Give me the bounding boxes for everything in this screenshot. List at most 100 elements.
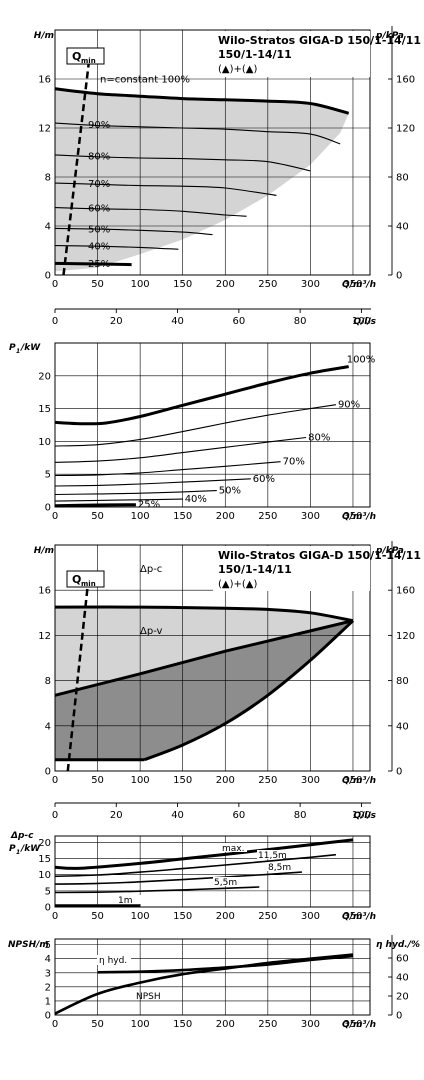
y-tick-label: 8 — [45, 676, 51, 687]
right-tick-label: 0 — [396, 767, 402, 778]
right-tick-label: 120 — [396, 631, 415, 642]
series-label: 70% — [88, 179, 110, 190]
title-box — [213, 31, 370, 77]
series-label-bg — [213, 877, 239, 886]
series-label: 80% — [88, 151, 110, 162]
q-ls-tick-label: 40 — [171, 810, 184, 821]
y-axis-label: H/m — [34, 31, 54, 41]
y-axis-unit: /kW — [20, 343, 41, 353]
plot-frame — [54, 544, 371, 772]
min-speed-curve — [143, 619, 355, 762]
q-ls-tick-label: 0 — [52, 316, 58, 327]
x-tick-label: 250 — [258, 775, 277, 786]
y-tick-label: 5 — [45, 940, 51, 951]
chart-p1-dp: 0 50 100 150 200 250 300 350 0 5 10 15 20 Q/m³/h Δp-c P… — [9, 831, 376, 922]
dp-c-area — [55, 607, 353, 696]
product-title: Wilo-Stratos GIGA-D 150/1-14/11 — [218, 34, 421, 47]
y-tick-label: 12 — [38, 124, 51, 135]
chart-hq-constant: 0 50 100 150 200 250 300 350 0 4 8 12 16 Q/m³/h 0 40 80 1… — [34, 26, 421, 290]
y-axis-subscript: 1 — [16, 348, 20, 355]
x-tick-label: 50 — [91, 511, 104, 522]
x-tick-label: 150 — [173, 279, 192, 290]
y-tick-label: 16 — [38, 75, 51, 86]
y-tick-label: 10 — [38, 437, 51, 448]
model-label: 150/1-14/11 — [218, 563, 292, 576]
series-line — [54, 122, 341, 145]
x-tick-label: 350 — [343, 1019, 362, 1030]
mode-symbol: (▲)+(▲) — [218, 64, 257, 75]
y-tick-label: 4 — [45, 222, 51, 233]
y-axis-label: H/m — [34, 546, 54, 556]
chart-hq-dp: 0 50 100 150 200 250 300 350 0 4 8 12 16 Q/m³/h 0 40 80 1… — [34, 541, 421, 786]
x-tick-label: 0 — [52, 279, 58, 290]
x-tick-label: 300 — [301, 911, 320, 922]
y-tick-label: 0 — [45, 903, 51, 914]
x-tick-label: 50 — [91, 1019, 104, 1030]
x-tick-label: 350 — [343, 279, 362, 290]
series-label-bg — [267, 862, 293, 871]
y-tick-label: 4 — [45, 721, 51, 732]
x-tick-label: 200 — [216, 1019, 235, 1030]
right-tick-label: 160 — [396, 586, 415, 597]
series-line — [54, 503, 136, 508]
x-axis-label: Q/m³/h — [342, 912, 376, 922]
series-label: 25% — [138, 500, 160, 511]
efficiency-label: η hyd. — [99, 956, 127, 966]
x-tick-label: 300 — [301, 775, 320, 786]
x-tick-label: 200 — [216, 511, 235, 522]
series-line — [54, 871, 302, 885]
qmin-subscript: min — [81, 580, 96, 588]
x-tick-label: 0 — [52, 775, 58, 786]
plot-frame — [54, 835, 371, 908]
q-ls-axis-label: Q/l/s — [353, 811, 376, 821]
q-ls-tick-label: 100 — [352, 316, 371, 327]
y-tick-label: 0 — [45, 503, 51, 514]
y-tick-label: 5 — [45, 470, 51, 481]
series-label: 11,5m — [258, 851, 287, 861]
x-tick-label: 250 — [258, 1019, 277, 1030]
y-tick-label: 0 — [45, 767, 51, 778]
right-tick-label: 0 — [396, 271, 402, 282]
y-tick-label: 20 — [38, 838, 51, 849]
x-tick-label: 250 — [258, 511, 277, 522]
qmin-label: Q — [72, 573, 81, 586]
y-tick-label: 20 — [38, 371, 51, 382]
title-box — [213, 546, 370, 591]
q-ls-axis-label: Q/l/s — [353, 317, 376, 327]
series-label-bg — [97, 955, 131, 965]
series-line — [54, 461, 281, 477]
right-tick-label: 160 — [396, 75, 415, 86]
x-tick-label: 150 — [173, 1019, 192, 1030]
dp-v-curve — [54, 619, 354, 697]
dp-c-label: Δp-c — [140, 564, 162, 575]
q-ls-tick-label: 80 — [294, 810, 307, 821]
q-ls-tick-label: 0 — [52, 810, 58, 821]
plot-frame — [54, 342, 371, 508]
x-tick-label: 100 — [131, 511, 150, 522]
y-tick-label: 15 — [38, 854, 51, 865]
efficiency-curve — [97, 954, 354, 974]
series-label: n=constant 100% — [100, 75, 190, 86]
series-line — [54, 182, 277, 196]
dp-c-curve — [54, 605, 354, 623]
x-tick-label: 300 — [301, 1019, 320, 1030]
x-tick-label: 150 — [173, 911, 192, 922]
x-axis-label: Q/m³/h — [342, 280, 376, 290]
right-tick-label: 40 — [396, 973, 409, 984]
y-axis-label: P — [9, 844, 16, 854]
y-axis-unit: /kW — [20, 844, 41, 854]
series-label: 25% — [88, 259, 110, 270]
series-label-bg — [221, 843, 247, 852]
x-tick-label: 100 — [131, 279, 150, 290]
series-line — [54, 838, 354, 870]
right-axis-label: p/kPa — [375, 546, 404, 556]
y-axis-subscript: 1 — [16, 849, 20, 856]
chart-npsh-eta: 0 50 100 150 200 250 300 350 0 1 2 3 4 5 Q/m³/h 0 20 40 60… — [8, 935, 420, 1030]
right-tick-label: 40 — [396, 721, 409, 732]
qmin-line — [66, 573, 91, 772]
x-tick-label: 250 — [258, 911, 277, 922]
x-tick-label: 300 — [301, 511, 320, 522]
series-label: 90% — [88, 120, 110, 131]
